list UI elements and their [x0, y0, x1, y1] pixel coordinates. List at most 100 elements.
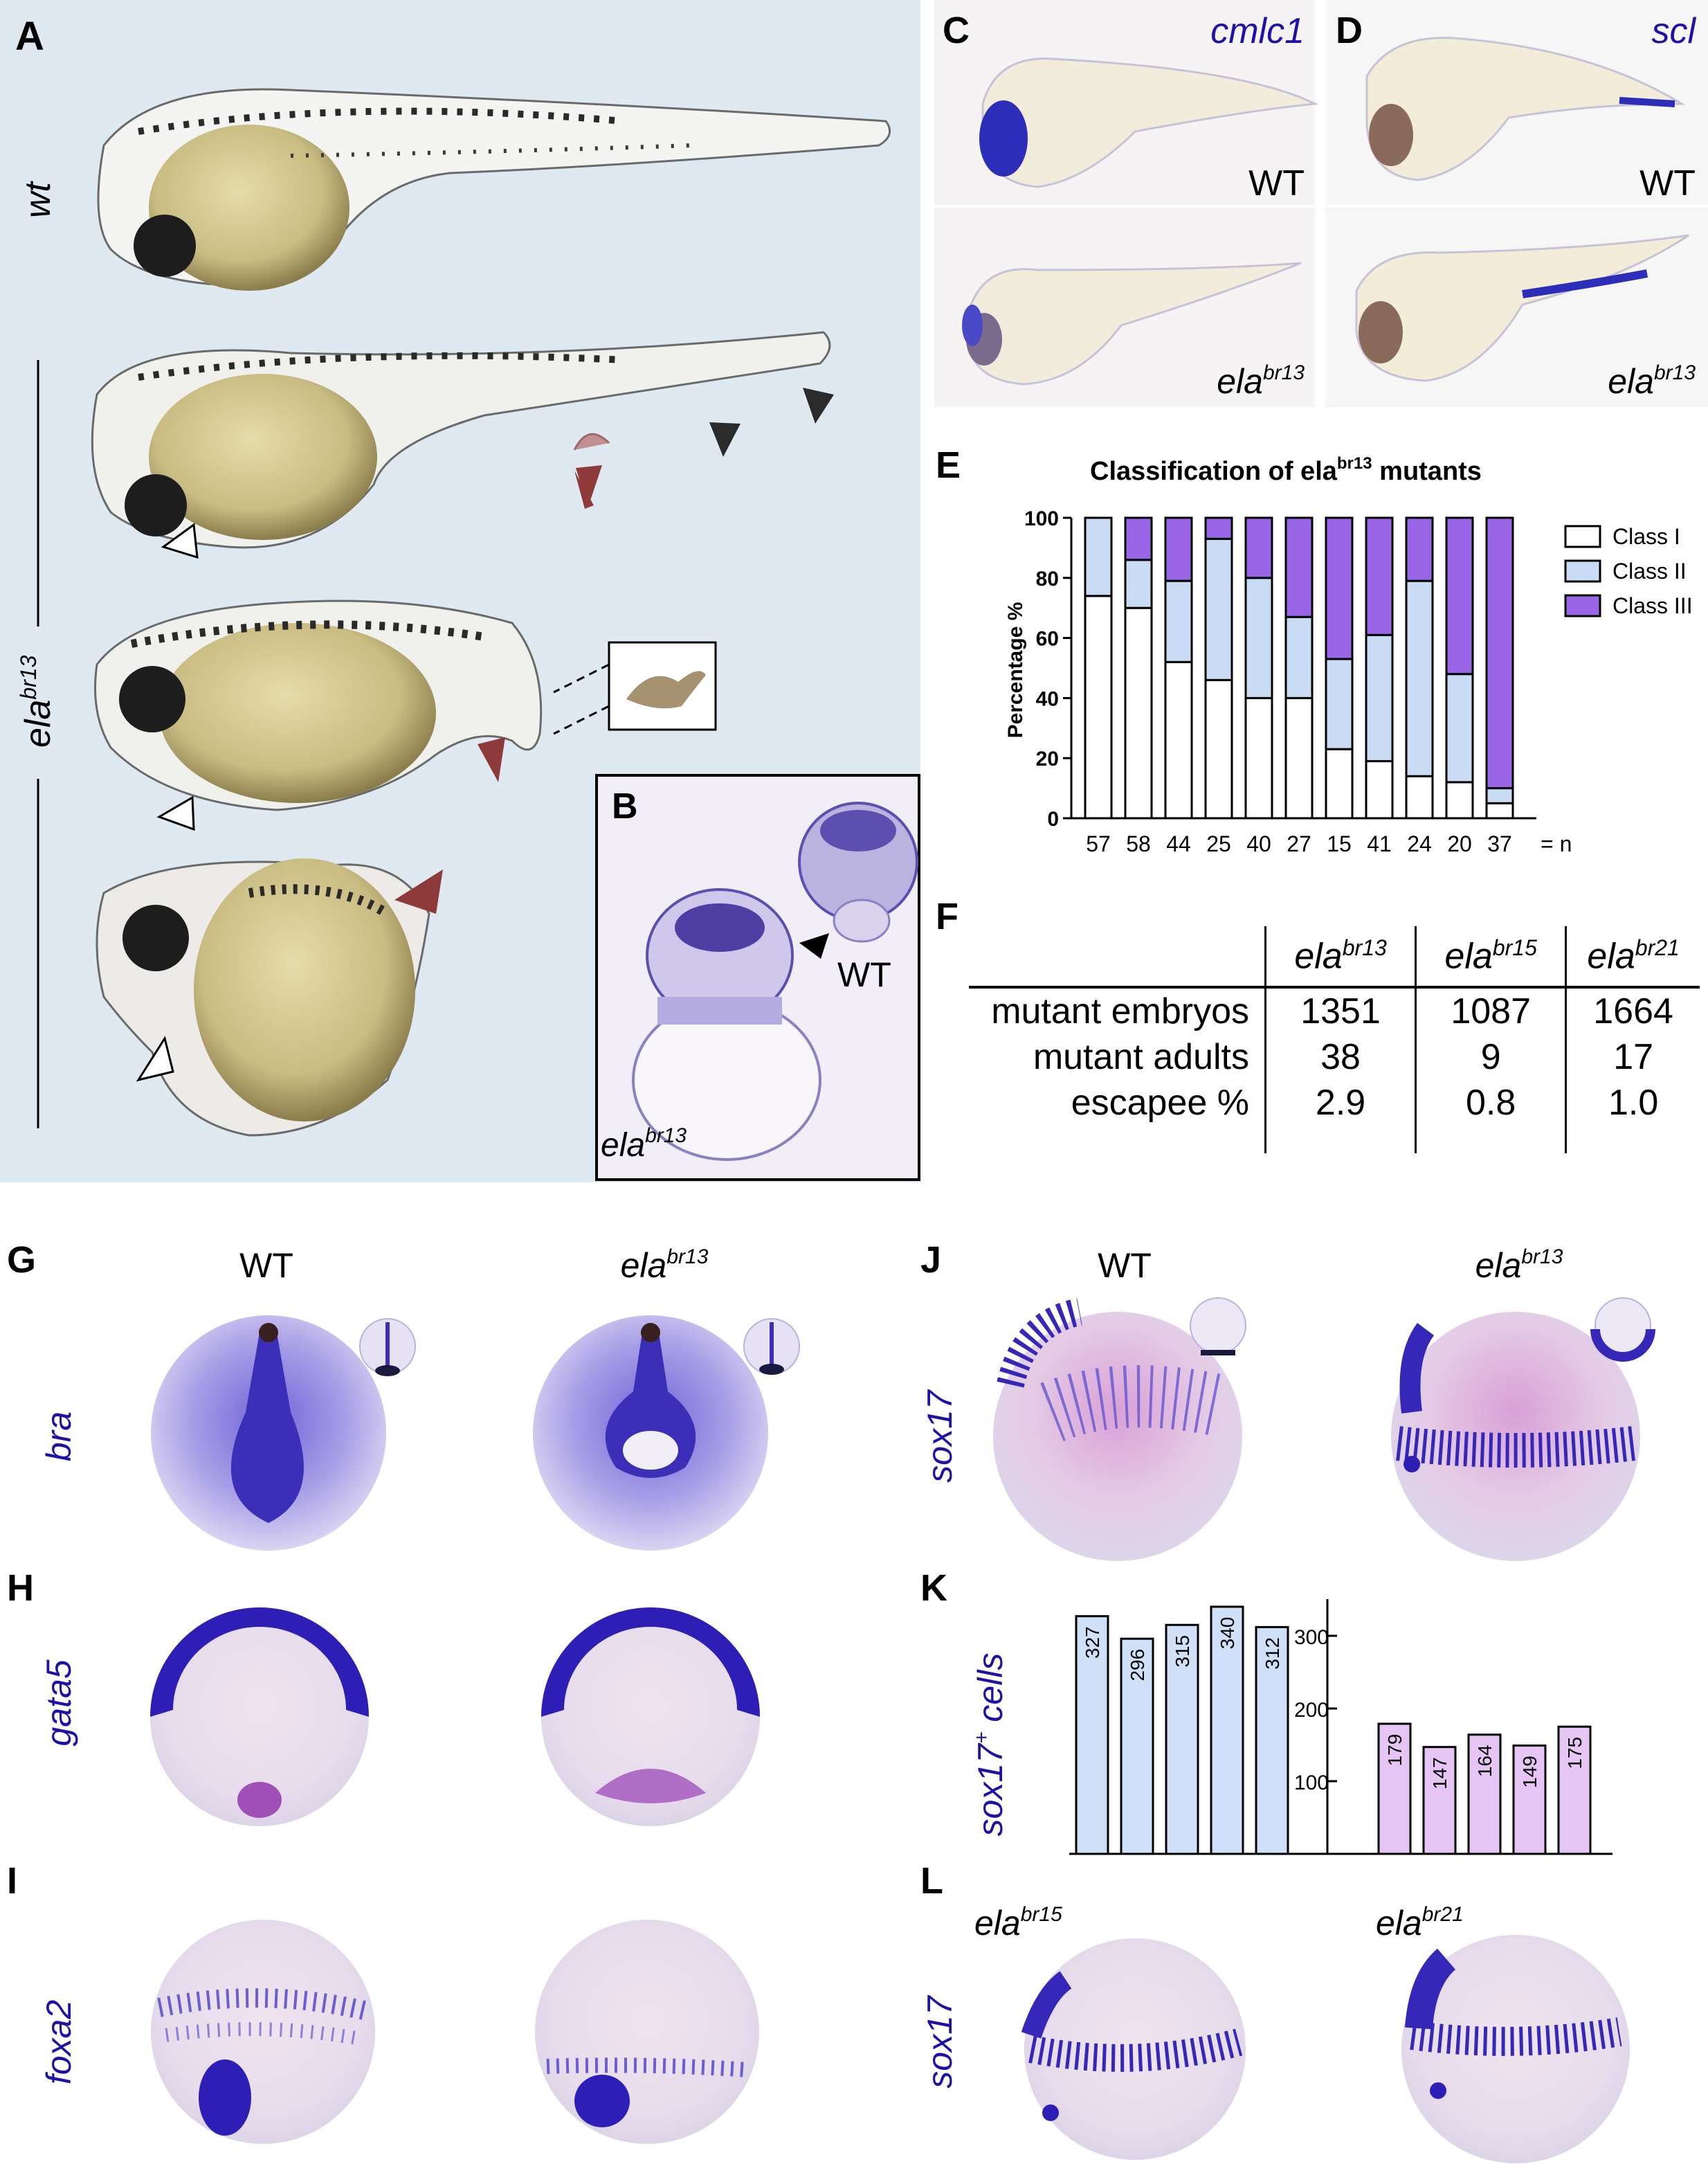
table-row: escapee % 2.9 0.8 1.0 — [969, 1080, 1700, 1126]
panel-j-label: J — [920, 1239, 941, 1281]
foxa2-wt-embryo-image — [151, 1920, 375, 2144]
bar-segment — [1365, 760, 1394, 820]
bar-segment — [1204, 516, 1233, 540]
bar-segment — [1244, 696, 1273, 820]
table-cell: 1087 — [1415, 987, 1568, 1034]
panel-e: E Classification of elabr13 mutants Perc… — [936, 444, 1693, 856]
red-arrowhead-icon — [478, 737, 505, 782]
y-tick-label: 100 — [1294, 1771, 1329, 1794]
bar-value-label: 164 — [1474, 1744, 1496, 1777]
panel-j: J WT elabr13 sox17 — [920, 1239, 1655, 1561]
bar — [1210, 1605, 1244, 1855]
table-header-blank — [969, 926, 1266, 989]
bar — [1075, 1615, 1109, 1855]
bar — [1165, 1623, 1199, 1855]
legend-label: Class I — [1612, 524, 1680, 549]
bar-segment — [1284, 615, 1314, 699]
panel-d-mut-label: elabr13 — [1608, 361, 1696, 401]
panel-d-label: D — [1336, 10, 1363, 51]
x-tick-label: 27 — [1287, 831, 1311, 856]
bar — [1255, 1625, 1289, 1855]
red-arrowhead-icon — [574, 465, 602, 509]
chart-k-y-ticks: 100 200 300 — [1294, 1626, 1337, 1794]
bar-segment — [1164, 579, 1193, 663]
bar — [1120, 1637, 1154, 1855]
bar — [1467, 1733, 1502, 1855]
table-cell: 9 — [1415, 1034, 1568, 1080]
bar-value-label: 315 — [1172, 1635, 1193, 1668]
panel-g-mut-label: elabr13 — [621, 1245, 709, 1285]
gata5-wt-embryo-image — [150, 1607, 369, 1826]
panel-k-ylabel: sox17+ cells — [970, 1653, 1010, 1837]
chart-e-x-tick-labels: 57 58 44 25 40 27 15 41 24 20 37 — [1086, 831, 1512, 856]
bar — [1377, 1722, 1412, 1855]
y-tick-label: 40 — [1036, 687, 1059, 710]
table-cell: 2.9 — [1264, 1080, 1417, 1126]
panel-g-gene-label: bra — [39, 1412, 78, 1461]
panel-l-left-label: elabr15 — [974, 1903, 1062, 1942]
chart-e-y-ticks: 0 20 40 60 80 100 — [1024, 507, 1071, 831]
panel-h: H gata5 — [7, 1567, 760, 1826]
table-header-row: elabr13 elabr15 elabr21 — [969, 926, 1700, 989]
bar-segment — [1445, 516, 1474, 676]
table-row: mutant adults 38 9 17 — [969, 1034, 1700, 1080]
x-tick-label: 25 — [1206, 831, 1231, 856]
bar-segment — [1485, 802, 1514, 820]
panel-k-label: K — [920, 1567, 947, 1609]
y-tick-label: 20 — [1036, 748, 1059, 770]
panel-a-label: A — [15, 14, 44, 59]
panel-c-mut-label: elabr13 — [1217, 361, 1305, 401]
panel-c-gene-label: cmlc1 — [1210, 11, 1305, 51]
black-arrowhead-icon — [803, 388, 834, 424]
panel-b-label: B — [612, 786, 638, 827]
bar-segment — [1485, 516, 1514, 790]
panel-c: C cmlc1 WT elabr13 — [934, 0, 1319, 407]
sox17-ela-embryo-image — [1391, 1297, 1655, 1561]
chart-e-title: Classification of elabr13 mutants — [1090, 454, 1482, 486]
bar-segment — [1485, 787, 1514, 804]
bar-segment — [1405, 775, 1434, 820]
panel-a-wt-label: wt — [18, 180, 58, 218]
table-cell: 17 — [1613, 1037, 1654, 1077]
bar-value-label: 175 — [1564, 1737, 1586, 1769]
panel-d-wt-label: WT — [1639, 163, 1696, 204]
panel-c-wt-label: WT — [1248, 163, 1305, 204]
panel-e-label: E — [936, 444, 961, 486]
bar-segment — [1204, 537, 1233, 681]
panel-g: G WT elabr13 bra — [7, 1239, 800, 1551]
bar-segment — [1365, 633, 1394, 763]
ela-larva-3-image — [96, 858, 430, 1137]
ela-larva-1-image — [91, 331, 831, 549]
bar-segment — [1365, 516, 1394, 636]
table-row: mutant embryos 1351 1087 1664 — [969, 987, 1700, 1034]
panel-l-label: L — [920, 1860, 943, 1902]
panel-d-gene-label: scl — [1651, 11, 1696, 51]
black-arrowhead-icon — [799, 933, 829, 959]
table-header-cell: elabr21 — [1565, 926, 1700, 989]
x-tick-label: 37 — [1487, 831, 1512, 856]
bar-segment — [1445, 673, 1474, 784]
bar-segment — [1325, 658, 1354, 750]
panel-j-wt-label: WT — [1098, 1246, 1152, 1285]
bar-segment — [1084, 595, 1113, 820]
bar-value-label: 340 — [1217, 1617, 1238, 1650]
bar-segment — [1084, 516, 1113, 597]
panel-b-mut-label: elabr13 — [601, 1124, 687, 1164]
bar-segment — [1325, 748, 1354, 820]
y-tick-label: 300 — [1294, 1626, 1329, 1649]
panel-g-wt-label: WT — [239, 1246, 293, 1285]
panel-i-gene-label: foxa2 — [39, 2000, 78, 2085]
legend-swatch — [1564, 559, 1601, 583]
table-cell: 1.0 — [1608, 1083, 1659, 1123]
bar-segment — [1284, 516, 1314, 618]
x-tick-label: 57 — [1086, 831, 1111, 856]
panel-a: A wt elabr13 — [0, 0, 920, 1182]
bar-segment — [1445, 781, 1474, 820]
panel-f-label: F — [936, 896, 959, 937]
bra-wt-embryo-image — [151, 1315, 416, 1551]
bar-value-label: 312 — [1262, 1637, 1283, 1670]
table-cell: 38 — [1264, 1034, 1417, 1080]
x-tick-label: 58 — [1126, 831, 1151, 856]
table-row-label: mutant adults — [1033, 1037, 1249, 1077]
gata5-ela-embryo-image — [541, 1607, 760, 1826]
